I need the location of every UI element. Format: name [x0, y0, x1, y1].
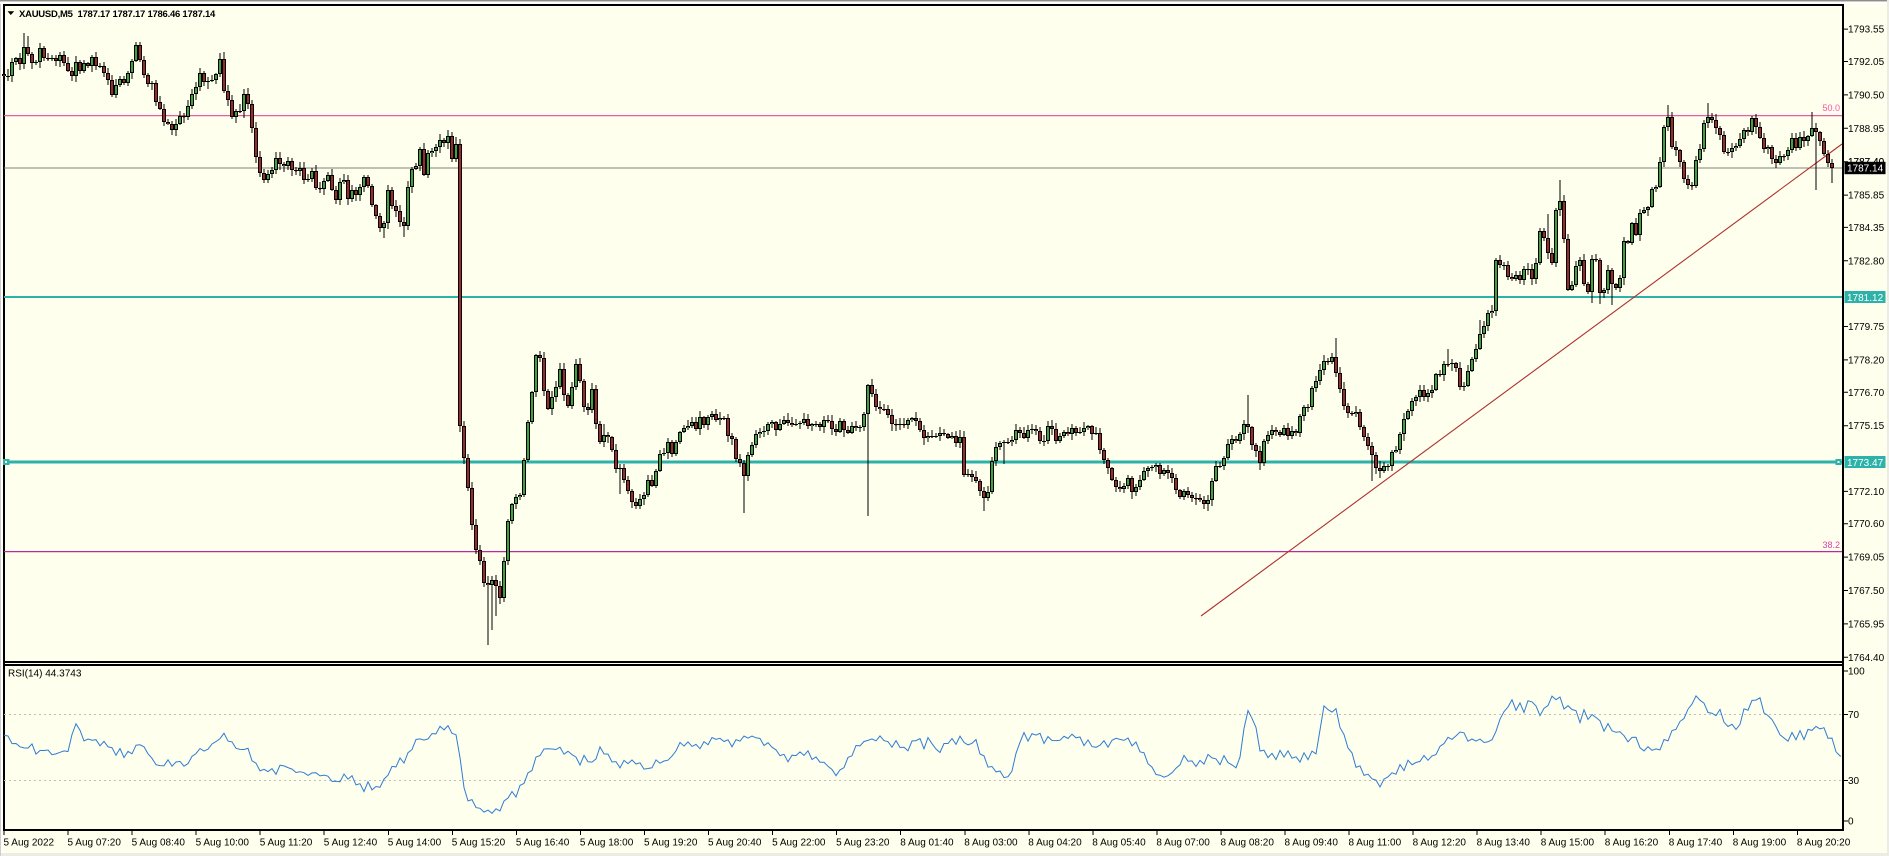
svg-text:8 Aug 17:40: 8 Aug 17:40: [1669, 838, 1723, 849]
svg-text:1779.75: 1779.75: [1848, 322, 1885, 333]
svg-text:8 Aug 15:00: 8 Aug 15:00: [1541, 838, 1595, 849]
svg-text:1769.05: 1769.05: [1848, 553, 1885, 564]
svg-text:8 Aug 09:40: 8 Aug 09:40: [1285, 838, 1339, 849]
svg-text:8 Aug 13:40: 8 Aug 13:40: [1477, 838, 1531, 849]
svg-text:5 Aug 14:00: 5 Aug 14:00: [388, 838, 442, 849]
svg-text:8 Aug 12:20: 8 Aug 12:20: [1413, 838, 1467, 849]
svg-text:XAUUSD,M5 1787.17 1787.17 178: XAUUSD,M5 1787.17 1787.17 1786.46 1787.1…: [19, 9, 216, 20]
svg-text:8 Aug 11:00: 8 Aug 11:00: [1349, 838, 1402, 849]
svg-text:8 Aug 04:20: 8 Aug 04:20: [1028, 838, 1082, 849]
svg-text:1782.80: 1782.80: [1848, 256, 1885, 267]
svg-text:1764.40: 1764.40: [1848, 653, 1885, 664]
svg-text:1784.35: 1784.35: [1848, 223, 1885, 234]
svg-text:5 Aug 15:20: 5 Aug 15:20: [452, 838, 506, 849]
svg-text:1787.14: 1787.14: [1847, 164, 1884, 175]
svg-text:8 Aug 05:40: 8 Aug 05:40: [1092, 838, 1146, 849]
svg-text:70: 70: [1848, 710, 1860, 721]
svg-text:30: 30: [1848, 776, 1860, 787]
svg-text:5 Aug 11:20: 5 Aug 11:20: [260, 838, 313, 849]
svg-text:5 Aug 19:20: 5 Aug 19:20: [644, 838, 698, 849]
svg-text:1767.50: 1767.50: [1848, 586, 1885, 597]
svg-text:1765.95: 1765.95: [1848, 619, 1885, 630]
svg-text:1778.20: 1778.20: [1848, 355, 1885, 366]
svg-text:8 Aug 01:40: 8 Aug 01:40: [900, 838, 954, 849]
svg-text:38.2: 38.2: [1822, 540, 1840, 550]
svg-text:5 Aug 08:40: 5 Aug 08:40: [132, 838, 186, 849]
svg-text:1776.70: 1776.70: [1848, 388, 1885, 399]
svg-text:5 Aug 10:00: 5 Aug 10:00: [196, 838, 250, 849]
svg-text:1788.95: 1788.95: [1848, 124, 1885, 135]
svg-text:5 Aug 2022: 5 Aug 2022: [4, 838, 55, 849]
svg-text:8 Aug 08:20: 8 Aug 08:20: [1221, 838, 1275, 849]
svg-text:5 Aug 22:00: 5 Aug 22:00: [772, 838, 826, 849]
svg-text:1790.50: 1790.50: [1848, 90, 1885, 101]
svg-text:1772.10: 1772.10: [1848, 487, 1885, 498]
svg-text:RSI(14) 44.3743: RSI(14) 44.3743: [8, 669, 82, 680]
svg-text:5 Aug 07:20: 5 Aug 07:20: [68, 838, 122, 849]
svg-text:5 Aug 23:20: 5 Aug 23:20: [836, 838, 890, 849]
svg-text:8 Aug 16:20: 8 Aug 16:20: [1605, 838, 1659, 849]
svg-text:1773.47: 1773.47: [1847, 458, 1884, 469]
svg-text:1781.12: 1781.12: [1847, 293, 1884, 304]
svg-text:1775.15: 1775.15: [1848, 421, 1885, 432]
svg-text:5 Aug 16:40: 5 Aug 16:40: [516, 838, 570, 849]
svg-text:1792.05: 1792.05: [1848, 57, 1885, 68]
svg-text:0: 0: [1848, 817, 1854, 828]
svg-text:8 Aug 03:00: 8 Aug 03:00: [964, 838, 1018, 849]
svg-text:100: 100: [1848, 667, 1865, 678]
svg-text:8 Aug 07:00: 8 Aug 07:00: [1156, 838, 1210, 849]
svg-text:1770.60: 1770.60: [1848, 519, 1885, 530]
svg-text:5 Aug 20:40: 5 Aug 20:40: [708, 838, 762, 849]
svg-text:5 Aug 12:40: 5 Aug 12:40: [324, 838, 378, 849]
svg-text:1785.85: 1785.85: [1848, 191, 1885, 202]
svg-text:8 Aug 20:20: 8 Aug 20:20: [1797, 838, 1851, 849]
svg-text:8 Aug 19:00: 8 Aug 19:00: [1733, 838, 1787, 849]
svg-text:5 Aug 18:00: 5 Aug 18:00: [580, 838, 634, 849]
svg-text:1793.55: 1793.55: [1848, 25, 1885, 36]
svg-text:50.0: 50.0: [1822, 103, 1840, 113]
